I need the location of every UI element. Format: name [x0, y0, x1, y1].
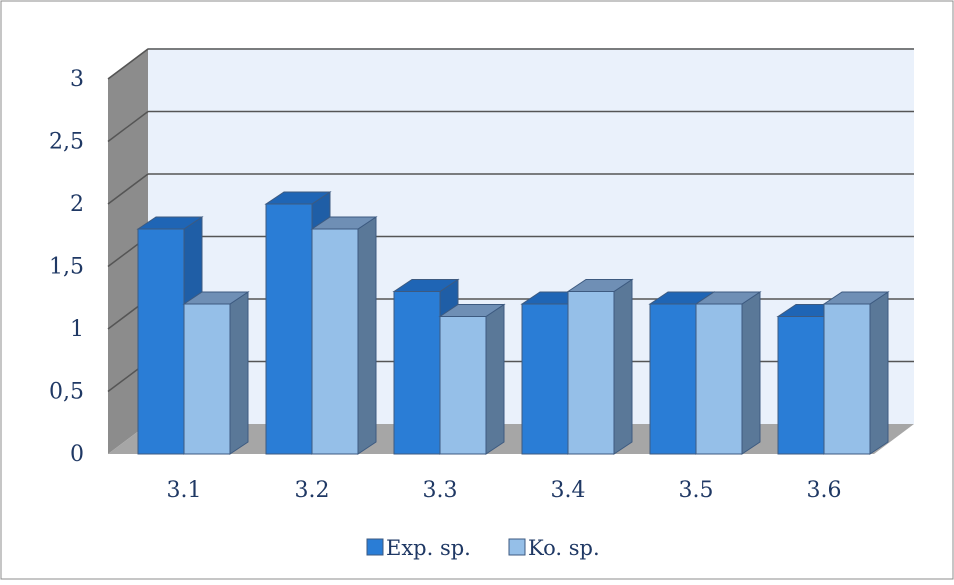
y-tick-label: 2	[70, 192, 84, 217]
y-tick-label: 0,5	[49, 380, 84, 405]
bar	[310, 216, 378, 455]
legend-item: Exp. sp.	[366, 536, 471, 560]
x-tick-label: 3.2	[295, 478, 330, 503]
x-tick-label: 3.4	[551, 478, 586, 503]
grid-line	[107, 110, 149, 143]
bar-side	[741, 291, 761, 455]
legend: Exp. sp. Ko. sp.	[366, 536, 600, 560]
x-tick-label: 3.1	[167, 478, 202, 503]
bar-side	[485, 303, 505, 455]
legend-item: Ko. sp.	[508, 536, 600, 560]
bar-front	[823, 303, 871, 455]
y-tick-label: 0	[70, 442, 84, 467]
y-axis-ticks: 0 0,5 1 1,5 2 2,5 3	[49, 67, 84, 467]
bar	[566, 278, 634, 455]
bar	[438, 303, 506, 455]
bar-side	[869, 291, 889, 455]
legend-label: Ko. sp.	[528, 536, 600, 560]
bar	[694, 291, 762, 455]
bar-front	[393, 291, 441, 455]
bar-front	[521, 303, 569, 455]
bar-front	[439, 316, 487, 455]
grid-line	[107, 48, 149, 80]
legend-swatch	[366, 538, 384, 556]
bar-front	[265, 203, 313, 455]
y-tick-label: 2,5	[49, 130, 84, 155]
bar-front	[137, 228, 185, 455]
y-tick-label: 3	[70, 67, 84, 92]
bar	[822, 291, 890, 455]
bar-front	[777, 316, 825, 455]
x-tick-label: 3.5	[679, 478, 714, 503]
x-tick-label: 3.6	[807, 478, 842, 503]
x-axis-ticks: 3.1 3.2 3.3 3.4 3.5 3.6	[167, 478, 842, 503]
bar-side	[357, 216, 377, 455]
legend-label: Exp. sp.	[386, 536, 471, 560]
bar-front	[567, 291, 615, 455]
grid-line	[107, 173, 149, 205]
bar-front	[695, 303, 743, 455]
x-tick-label: 3.3	[423, 478, 458, 503]
legend-swatch	[508, 538, 526, 556]
bar-side	[229, 291, 249, 455]
bar-side	[613, 278, 633, 455]
y-tick-label: 1	[70, 317, 84, 342]
bar-front	[183, 303, 231, 455]
bar	[182, 291, 250, 455]
bar-front	[649, 303, 697, 455]
y-tick-label: 1,5	[49, 255, 84, 280]
bar-front	[311, 228, 359, 455]
bars	[136, 191, 890, 455]
